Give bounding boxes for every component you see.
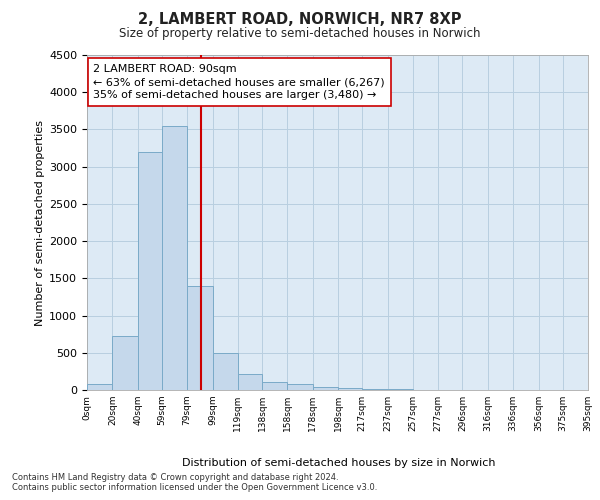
Bar	[238, 374, 262, 390]
Bar	[162, 126, 187, 390]
Bar	[338, 388, 362, 390]
Text: 2, LAMBERT ROAD, NORWICH, NR7 8XP: 2, LAMBERT ROAD, NORWICH, NR7 8XP	[138, 12, 462, 28]
Bar	[138, 152, 162, 390]
Bar	[112, 336, 138, 390]
Text: Size of property relative to semi-detached houses in Norwich: Size of property relative to semi-detach…	[119, 28, 481, 40]
Bar	[262, 382, 287, 390]
Bar	[362, 388, 388, 390]
Bar	[287, 384, 313, 390]
Bar	[313, 387, 338, 390]
Text: Contains public sector information licensed under the Open Government Licence v3: Contains public sector information licen…	[12, 484, 377, 492]
Bar	[87, 384, 112, 390]
Text: Contains HM Land Registry data © Crown copyright and database right 2024.: Contains HM Land Registry data © Crown c…	[12, 472, 338, 482]
Y-axis label: Number of semi-detached properties: Number of semi-detached properties	[35, 120, 45, 326]
Text: Distribution of semi-detached houses by size in Norwich: Distribution of semi-detached houses by …	[182, 458, 496, 468]
Bar	[187, 286, 212, 390]
Text: 2 LAMBERT ROAD: 90sqm
← 63% of semi-detached houses are smaller (6,267)
35% of s: 2 LAMBERT ROAD: 90sqm ← 63% of semi-deta…	[94, 64, 385, 100]
Bar	[212, 353, 238, 390]
